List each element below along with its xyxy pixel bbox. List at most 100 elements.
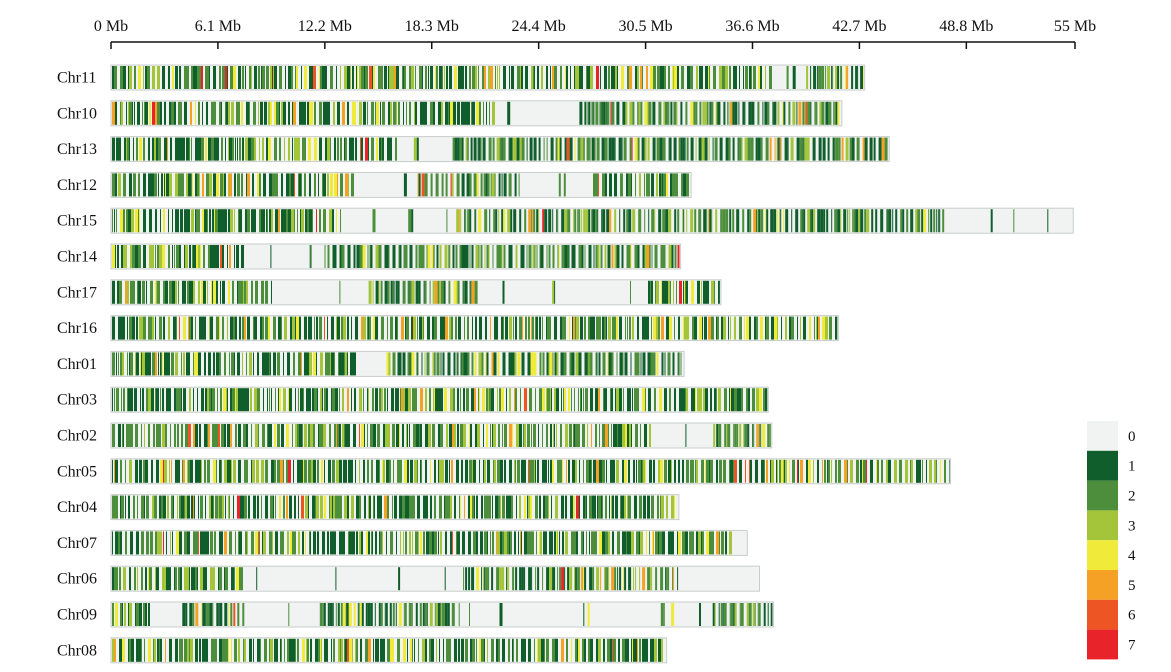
density-bin (804, 101, 806, 125)
density-bin (136, 531, 139, 555)
density-bin (133, 495, 135, 519)
density-bin (334, 531, 336, 555)
density-bin (862, 137, 865, 161)
density-bin (337, 603, 340, 626)
density-bin (480, 173, 483, 197)
density-bin (337, 137, 339, 161)
density-bin (610, 459, 612, 483)
density-bin (501, 531, 502, 555)
density-bin (500, 495, 501, 519)
density-bin (368, 388, 369, 412)
x-tick-label: 30.5 Mb (618, 18, 672, 35)
density-bin (372, 531, 373, 555)
density-bin (690, 137, 694, 161)
density-bin (139, 316, 141, 340)
density-bin (454, 137, 458, 161)
density-bin (665, 567, 667, 591)
density-bin (198, 245, 200, 268)
density-bin (461, 137, 464, 161)
density-bin (650, 352, 653, 376)
density-bin (463, 352, 467, 376)
density-bin (403, 245, 405, 268)
density-bin (728, 316, 729, 340)
density-bin (322, 424, 323, 447)
density-bin (763, 388, 765, 412)
density-bin (571, 245, 575, 268)
density-bin (450, 531, 452, 555)
density-bin (552, 459, 554, 483)
density-bin (263, 531, 266, 555)
density-bin (313, 66, 316, 89)
density-bin (1047, 209, 1049, 233)
density-bin (127, 316, 128, 340)
density-bin (659, 137, 663, 161)
density-bin (504, 459, 506, 483)
density-bin (596, 245, 598, 268)
density-bin (530, 531, 531, 555)
density-bin (387, 388, 388, 412)
density-bin (286, 459, 288, 483)
density-bin (765, 66, 766, 89)
density-bin (926, 459, 927, 483)
density-bin (517, 66, 520, 89)
density-bin (225, 137, 226, 161)
density-bin (540, 245, 544, 268)
density-bin (485, 567, 488, 591)
density-bin (258, 495, 259, 519)
density-bin (229, 531, 230, 555)
density-bin (117, 280, 119, 304)
density-bin (739, 459, 742, 483)
density-bin (401, 388, 403, 412)
density-bin (586, 531, 587, 555)
x-tick-label: 36.6 Mb (725, 18, 779, 35)
density-bin (592, 495, 593, 519)
density-bin (653, 531, 654, 555)
density-bin (262, 352, 263, 376)
density-bin (347, 352, 348, 376)
density-bin (471, 245, 474, 268)
density-bin (357, 603, 359, 626)
density-bin (785, 209, 789, 233)
density-bin (590, 66, 593, 89)
density-bin (169, 638, 172, 662)
density-bin (439, 280, 441, 304)
density-bin (748, 603, 752, 626)
density-bin (237, 495, 240, 519)
density-bin (395, 316, 397, 340)
density-bin (227, 66, 228, 89)
density-bin (115, 245, 116, 268)
density-bin (221, 101, 222, 125)
density-bin (649, 424, 651, 447)
density-bin (307, 209, 309, 233)
density-bin (686, 280, 688, 304)
density-bin (685, 531, 688, 555)
density-bin (503, 66, 506, 89)
density-bin (530, 352, 534, 376)
density-bin (207, 459, 210, 483)
density-bin (353, 245, 356, 268)
density-bin (531, 459, 534, 483)
density-bin (372, 66, 373, 89)
density-bin (886, 209, 888, 233)
density-bin (404, 245, 408, 268)
density-bin (142, 352, 145, 376)
density-bin (193, 531, 196, 555)
density-bin (509, 66, 510, 89)
density-bin (198, 495, 199, 519)
density-bin (653, 316, 656, 340)
density-bin (524, 424, 526, 447)
density-bin (504, 495, 505, 519)
density-bin (677, 567, 679, 591)
density-bin (311, 459, 313, 483)
density-bin (473, 137, 477, 161)
density-bin (128, 388, 130, 412)
density-bin (351, 459, 353, 483)
density-bin (617, 567, 619, 591)
density-bin (739, 388, 741, 412)
density-bin (716, 101, 718, 125)
density-bin (556, 209, 558, 233)
density-bin (115, 531, 118, 555)
density-bin (232, 388, 235, 412)
density-bin (623, 388, 624, 412)
density-bin (336, 459, 339, 483)
